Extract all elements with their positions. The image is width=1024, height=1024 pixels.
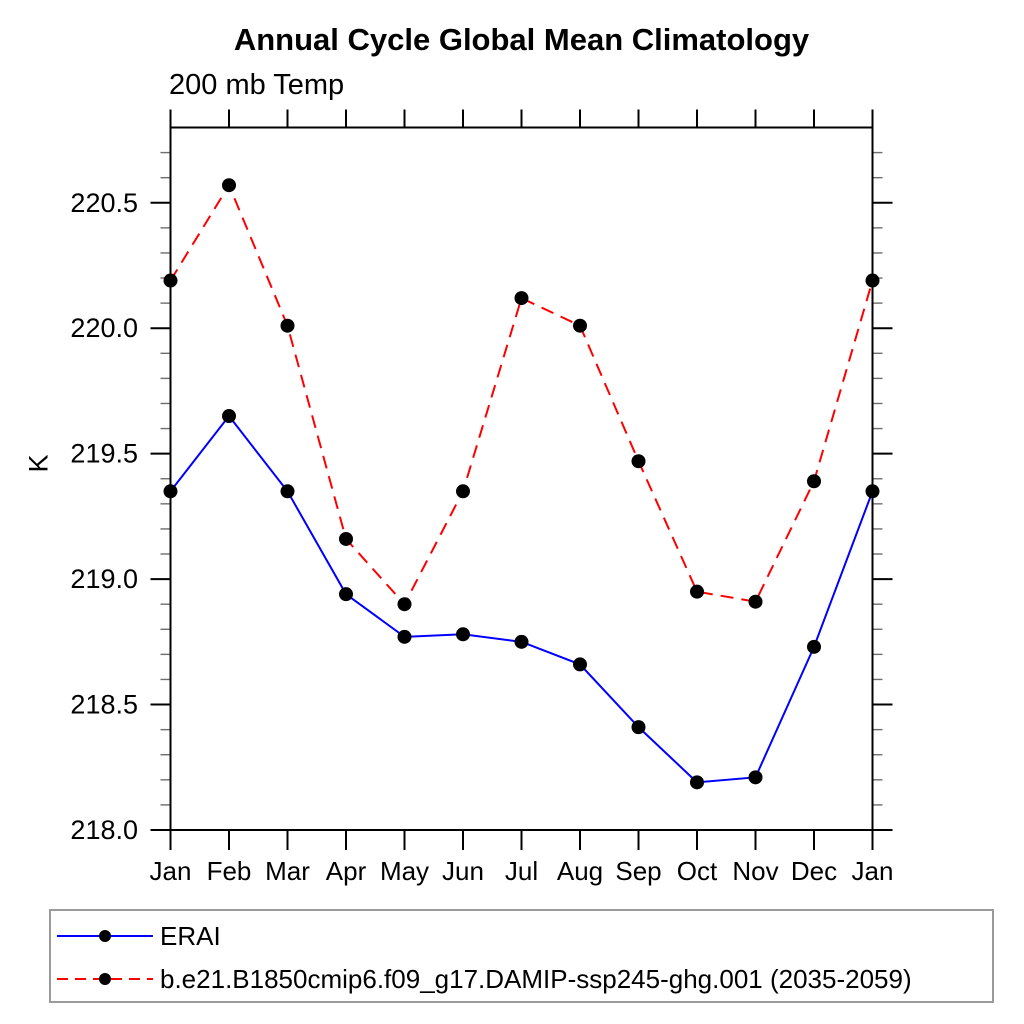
x-tick-label: Oct (677, 856, 718, 886)
x-tick-label: Apr (326, 856, 367, 886)
legend-line-sample-icon (57, 973, 153, 985)
data-point-marker (690, 775, 704, 790)
data-point-marker (163, 273, 178, 288)
data-point-marker (631, 454, 646, 469)
data-point-marker (456, 627, 470, 642)
legend-marker-icon (99, 930, 111, 942)
x-tick-label: Dec (791, 856, 837, 886)
data-point-marker (280, 318, 295, 333)
axis-frame (169, 126, 874, 831)
data-point-marker (397, 597, 412, 612)
x-tick-label: Feb (207, 856, 252, 886)
x-tick-label: Jan (150, 856, 192, 886)
data-point-marker (807, 474, 821, 489)
x-tick-label: Sep (615, 856, 661, 886)
legend-line-sample-icon (57, 930, 153, 942)
data-point-marker (397, 629, 412, 644)
x-tick-label: May (380, 856, 429, 886)
x-tick-label: Aug (557, 856, 603, 886)
legend-item-1: b.e21.B1850cmip6.f09_g17.DAMIP-ssp245-gh… (55, 963, 912, 994)
legend-item-label: ERAI (160, 920, 221, 951)
series-line-1 (169, 183, 874, 606)
x-tick-label: Jun (442, 856, 484, 886)
data-point-marker (807, 639, 821, 654)
data-point-marker (748, 770, 763, 785)
y-tick-label: 220.0 (70, 313, 138, 343)
y-tick-label: 219.5 (70, 439, 138, 469)
data-point-marker (222, 409, 236, 424)
legend-item-label: b.e21.B1850cmip6.f09_g17.DAMIP-ssp245-gh… (160, 963, 912, 994)
x-tick-label: Jan (852, 856, 894, 886)
data-point-marker (163, 484, 178, 499)
data-point-marker (631, 720, 646, 735)
data-point-marker (573, 318, 587, 333)
x-tick-label: Jul (505, 856, 538, 886)
y-tick-label: 219.0 (70, 564, 138, 594)
data-point-marker (339, 587, 353, 602)
x-tick-label: Mar (265, 856, 310, 886)
data-point-marker (456, 484, 470, 499)
data-point-marker (573, 657, 587, 672)
data-point-marker (865, 484, 880, 499)
data-point-marker (514, 634, 529, 649)
legend-box: ERAI b.e21.B1850cmip6.f09_g17.DAMIP-ssp24… (49, 909, 994, 1003)
y-tick-label: 220.5 (70, 188, 138, 218)
data-point-marker (865, 273, 880, 288)
y-tick-label: 218.5 (70, 690, 138, 720)
data-point-marker (514, 291, 529, 306)
data-point-marker (690, 584, 704, 599)
chart-title: Annual Cycle Global Mean Climatology (233, 22, 810, 57)
data-point-marker (748, 594, 763, 609)
series-line-0 (169, 414, 874, 784)
y-tick-label: 218.0 (70, 815, 138, 845)
legend-marker-icon (99, 973, 111, 985)
chart-subtitle: 200 mb Temp (169, 69, 345, 101)
legend-item-0: ERAI (55, 920, 221, 951)
x-tick-label: Nov (732, 856, 778, 886)
data-point-marker (339, 531, 353, 546)
data-point-marker (280, 484, 295, 499)
data-point-marker (222, 178, 236, 193)
